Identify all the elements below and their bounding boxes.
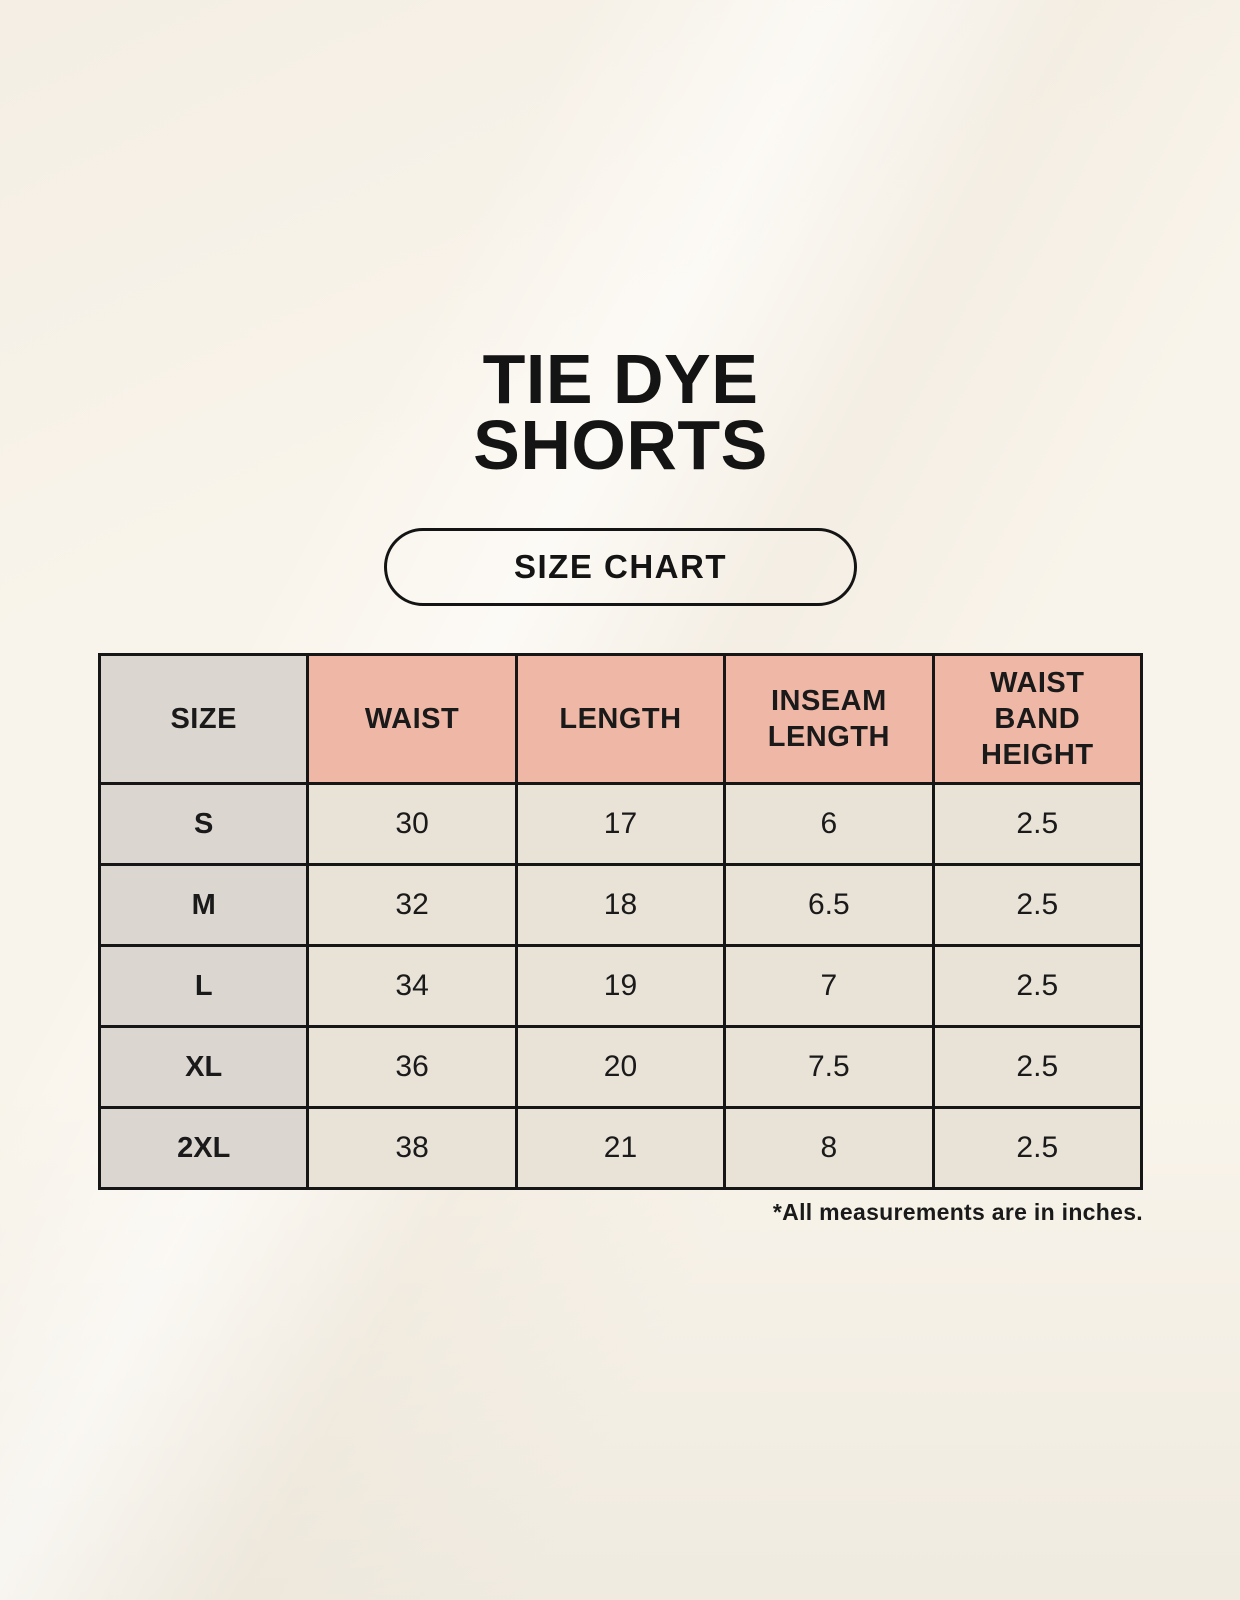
value-cell: 34 bbox=[306, 944, 518, 1028]
size-cell: M bbox=[97, 863, 310, 947]
size-cell: XL bbox=[97, 1025, 310, 1109]
value-cell: 6 bbox=[723, 782, 935, 866]
value-cell: 2.5 bbox=[931, 944, 1144, 1028]
size-chart-graphic: TIE DYE SHORTS SIZE CHART SIZE WAIST LEN… bbox=[97, 0, 1144, 1226]
size-chart-badge-label: SIZE CHART bbox=[514, 548, 727, 585]
value-cell: 6.5 bbox=[723, 863, 935, 947]
table-row-2xl: 2XL 38 21 8 2.5 bbox=[97, 1106, 1144, 1190]
value-cell: 38 bbox=[306, 1106, 518, 1190]
size-cell: L bbox=[97, 944, 310, 1028]
table-header-row: SIZE WAIST LENGTH INSEAM LENGTH WAIST BA… bbox=[97, 653, 1144, 785]
size-table: SIZE WAIST LENGTH INSEAM LENGTH WAIST BA… bbox=[97, 653, 1144, 1190]
value-cell: 21 bbox=[514, 1106, 727, 1190]
size-table-body: S 30 17 6 2.5 M 32 18 6.5 2.5 L 34 19 7 … bbox=[97, 782, 1144, 1190]
value-cell: 36 bbox=[306, 1025, 518, 1109]
value-cell: 2.5 bbox=[931, 782, 1144, 866]
column-header-inseam-length: INSEAM LENGTH bbox=[723, 653, 935, 785]
size-chart-badge: SIZE CHART bbox=[384, 528, 857, 606]
value-cell: 18 bbox=[514, 863, 727, 947]
value-cell: 32 bbox=[306, 863, 518, 947]
value-cell: 30 bbox=[306, 782, 518, 866]
value-cell: 2.5 bbox=[931, 863, 1144, 947]
value-cell: 17 bbox=[514, 782, 727, 866]
column-header-waist: WAIST bbox=[306, 653, 518, 785]
value-cell: 7.5 bbox=[723, 1025, 935, 1109]
value-cell: 19 bbox=[514, 944, 727, 1028]
table-row-s: S 30 17 6 2.5 bbox=[97, 782, 1144, 866]
size-cell: 2XL bbox=[97, 1106, 310, 1190]
table-row-l: L 34 19 7 2.5 bbox=[97, 944, 1144, 1028]
column-header-length: LENGTH bbox=[514, 653, 727, 785]
value-cell: 2.5 bbox=[931, 1025, 1144, 1109]
size-table-header: SIZE WAIST LENGTH INSEAM LENGTH WAIST BA… bbox=[97, 653, 1144, 785]
size-cell: S bbox=[97, 782, 310, 866]
table-row-m: M 32 18 6.5 2.5 bbox=[97, 863, 1144, 947]
value-cell: 8 bbox=[723, 1106, 935, 1190]
value-cell: 20 bbox=[514, 1025, 727, 1109]
table-row-xl: XL 36 20 7.5 2.5 bbox=[97, 1025, 1144, 1109]
column-header-size: SIZE bbox=[97, 653, 310, 785]
column-header-waistband-height: WAIST BAND HEIGHT bbox=[931, 653, 1144, 785]
page-title: TIE DYE SHORTS bbox=[473, 340, 768, 484]
value-cell: 7 bbox=[723, 944, 935, 1028]
measurements-footnote: *All measurements are in inches. bbox=[772, 1199, 1143, 1225]
value-cell: 2.5 bbox=[931, 1106, 1144, 1190]
